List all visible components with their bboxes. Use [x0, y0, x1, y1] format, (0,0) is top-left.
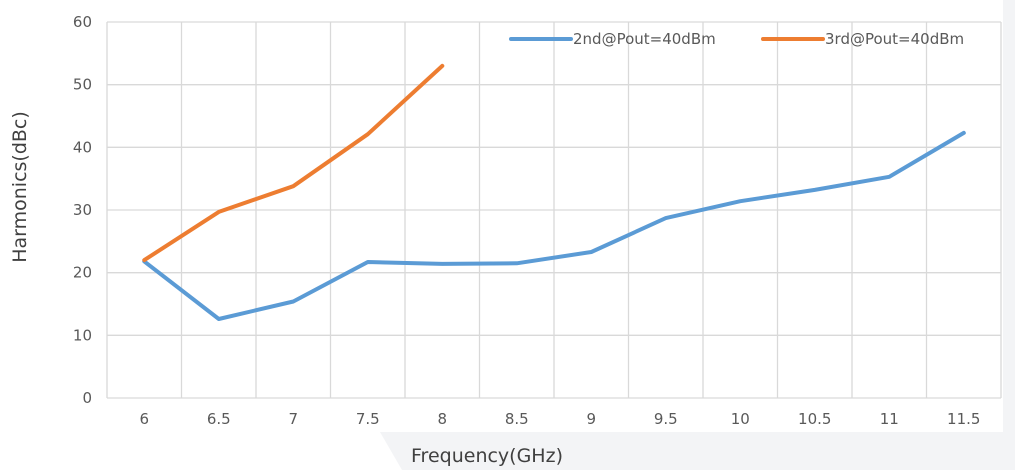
x-tick-label: 6	[139, 410, 149, 428]
y-tick-label: 50	[73, 76, 92, 94]
y-tick-label: 10	[73, 326, 92, 344]
y-axis-title: Harmonics(dBc)	[9, 111, 31, 263]
x-tick-label: 7	[288, 410, 298, 428]
x-tick-label: 11	[880, 410, 899, 428]
legend: 2nd@Pout=40dBm 3rd@Pout=40dBm	[509, 30, 964, 48]
x-tick-label: 7.5	[356, 410, 380, 428]
series-line-1	[142, 130, 966, 321]
legend-label-2: 3rd@Pout=40dBm	[825, 30, 964, 48]
x-tick-label: 10	[731, 410, 750, 428]
x-tick-label: 8.5	[505, 410, 529, 428]
x-axis-title: Frequency(GHz)	[411, 445, 563, 467]
legend-label-1: 2nd@Pout=40dBm	[573, 30, 716, 48]
y-tick-label: 20	[73, 264, 92, 282]
grid	[106, 21, 1002, 399]
y-axis-ticks: 0 10 20 30 40 50 60	[73, 13, 92, 407]
x-axis-ticks: 6 6.5 7 7.5 8 8.5 9 9.5 10 10.5 11 11.5	[139, 410, 980, 428]
y-tick-label: 0	[82, 389, 92, 407]
series-line-2	[142, 63, 445, 263]
background-panel-right	[1003, 0, 1015, 470]
y-tick-label: 30	[73, 201, 92, 219]
y-tick-label: 40	[73, 138, 92, 156]
y-tick-label: 60	[73, 13, 92, 31]
x-tick-label: 6.5	[207, 410, 231, 428]
x-tick-label: 8	[437, 410, 447, 428]
x-tick-label: 11.5	[947, 410, 980, 428]
series	[142, 63, 966, 321]
x-tick-label: 9	[586, 410, 596, 428]
x-tick-label: 9.5	[654, 410, 678, 428]
background-panel-bottom	[380, 432, 1015, 470]
x-tick-label: 10.5	[798, 410, 831, 428]
